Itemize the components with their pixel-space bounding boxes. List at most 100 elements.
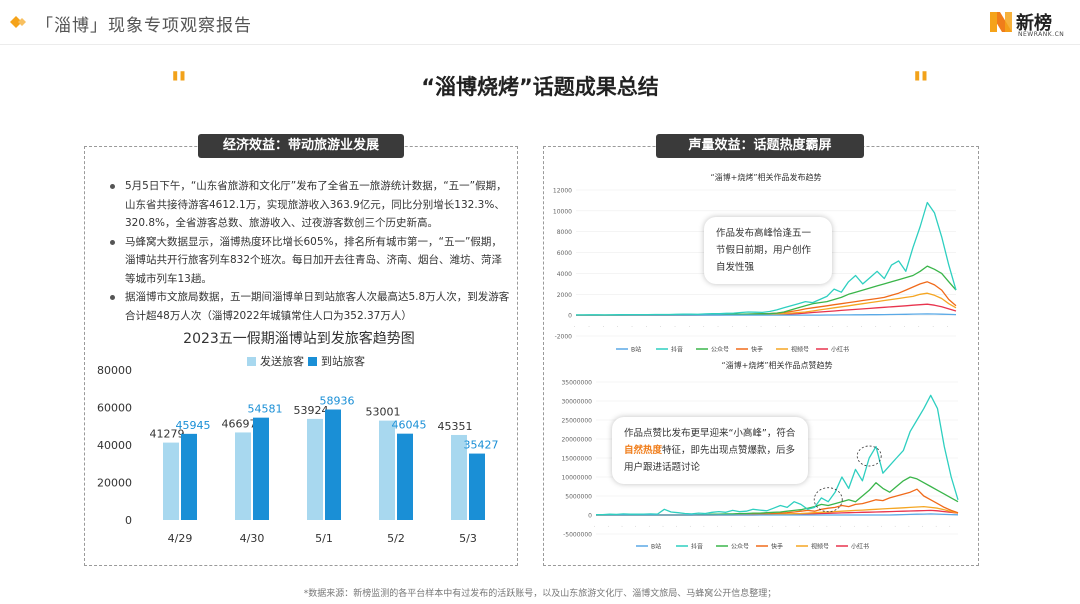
x-tick-mark: · [602, 325, 607, 329]
y-tick-label: 30000000 [561, 399, 592, 406]
bullet-item: 5月5日下午，“山东省旅游和文化厅”发布了全省五一旅游统计数据，“五一”假期，山… [110, 177, 510, 233]
x-tick-mark: · [788, 325, 793, 329]
bar-value-label: 45945 [176, 419, 211, 432]
bar-value-label: 53924 [294, 404, 329, 417]
x-tick-mark: · [853, 525, 858, 529]
bar-value-label: 46697 [222, 417, 257, 430]
x-tick-mark: · [645, 325, 650, 329]
economic-panel-label: 经济效益：带动旅游业发展 [198, 134, 404, 158]
series-line-抖音 [576, 201, 957, 316]
x-tick-mark: · [917, 325, 922, 329]
x-tick-mark: · [831, 325, 836, 329]
x-tick-mark: · [825, 525, 830, 529]
bar [325, 409, 341, 520]
x-tick-mark: · [771, 525, 776, 529]
legend-label: 到站旅客 [321, 355, 365, 368]
legend-swatch [247, 356, 256, 366]
bar [307, 418, 323, 520]
line-chart-title: “淄博+烧烤”相关作品发布趋势 [711, 172, 822, 182]
x-tick-mark: · [757, 525, 762, 529]
x-tick-mark: · [946, 325, 951, 329]
y-tick-label: 20000000 [561, 437, 592, 444]
x-tick-mark: · [630, 325, 635, 329]
y-tick-label: 20000 [97, 477, 132, 490]
x-tick-mark: · [673, 325, 678, 329]
x-tick-label: 5/3 [459, 532, 477, 545]
x-tick-mark: · [907, 525, 912, 529]
quote-mark-right: " [912, 65, 930, 105]
x-tick-mark: · [587, 325, 592, 329]
x-tick-mark: · [903, 325, 908, 329]
bullet-item: 马蜂窝大数据显示，淄博热度环比增长605%，排名所有城市第一，“五一”假期，淄博… [110, 233, 510, 289]
peak-highlight-circle [813, 487, 843, 513]
x-tick-mark: · [759, 325, 764, 329]
y-tick-label: 5000000 [565, 494, 592, 501]
y-tick-label: 60000 [97, 402, 132, 415]
x-tick-mark: · [774, 325, 779, 329]
bar [235, 432, 251, 520]
bar [181, 433, 197, 520]
report-title: 「淄博」现象专项观察报告 [36, 16, 252, 36]
x-tick-mark: · [874, 325, 879, 329]
newrank-logo-icon [990, 12, 1012, 32]
x-tick-mark: · [702, 525, 707, 529]
bar-value-label: 58936 [320, 394, 355, 407]
x-tick-mark: · [661, 525, 666, 529]
x-tick-mark: · [743, 525, 748, 529]
like-callout-highlight: 自然热度 [624, 445, 663, 456]
y-tick-label: -5000000 [563, 532, 592, 539]
legend-label: 抖音 [671, 346, 683, 354]
bar [469, 453, 485, 520]
x-tick-mark: · [798, 525, 803, 529]
legend-swatch [308, 356, 317, 366]
legend-label: 视频号 [811, 543, 829, 551]
x-tick-mark: · [731, 325, 736, 329]
y-tick-label: 0 [588, 513, 592, 520]
x-tick-label: 4/30 [240, 532, 265, 545]
quote-mark-left: " [170, 65, 188, 105]
x-tick-mark: · [845, 325, 850, 329]
legend-label: 发送旅客 [260, 355, 304, 368]
bullet-dot-icon [110, 239, 115, 245]
bullet-item: 据淄博市文旅局数据，五一期间淄博单日到站旅客人次最高达5.8万人次，到发游客合计… [110, 288, 510, 325]
y-tick-label: 15000000 [561, 456, 592, 463]
bar-value-label: 54581 [248, 403, 283, 416]
x-tick-mark: · [620, 525, 625, 529]
series-line-抖音 [596, 394, 959, 516]
bar [379, 420, 395, 520]
bullet-text: 马蜂窝大数据显示，淄博热度环比增长605%，排名所有城市第一，“五一”假期，淄博… [125, 235, 503, 285]
bar-chart-legend: 发送旅客 到站旅客 [0, 353, 600, 369]
like-callout-text-a: 作品点赞比发布更早迎来“小高峰”，符合 [624, 428, 796, 439]
publish-trend-chart: “淄博+烧烤”相关作品发布趋势 -2000 0 2000 4000 6000 8000 100… [553, 172, 957, 354]
y-tick-label: 35000000 [561, 380, 592, 387]
bar-value-label: 41279 [150, 428, 185, 441]
bullet-text: 据淄博市文旅局数据，五一期间淄博单日到站旅客人次最高达5.8万人次，到发游客合计… [125, 291, 510, 322]
newrank-logo: 新榜 NEWRANK.CN [988, 8, 1064, 40]
x-tick-label: 5/2 [387, 532, 405, 545]
bar-value-label: 35427 [464, 439, 499, 452]
y-tick-label: 0 [568, 313, 572, 320]
x-tick-mark: · [675, 525, 680, 529]
x-tick-mark: · [866, 525, 871, 529]
legend-label: B站 [631, 346, 641, 354]
y-tick-label: 12000 [553, 188, 572, 195]
x-tick-mark: · [921, 525, 926, 529]
main-title: “淄博烧烤”话题成果总结 [421, 75, 659, 99]
bar-value-label: 45351 [438, 420, 473, 433]
y-tick-label: 10000000 [561, 475, 592, 482]
y-tick-label: 80000 [97, 364, 132, 377]
y-tick-label: -2000 [555, 334, 573, 341]
footer-source: *数据来源：新榜监测的各平台样本中有过发布的活跃账号，以及山东旅游文化厅、淄博文… [303, 589, 777, 599]
legend-label: 公众号 [731, 544, 749, 551]
y-tick-label: 0 [125, 514, 132, 527]
y-tick-label: 25000000 [561, 418, 592, 425]
x-tick-mark: · [817, 325, 822, 329]
legend-label: 快手 [771, 543, 783, 551]
legend-label: 抖音 [691, 543, 703, 551]
logo-sub-text: NEWRANK.CN [1018, 31, 1065, 38]
legend-label: 快手 [751, 346, 763, 354]
like-callout: 作品点赞比发布更早迎来“小高峰”，符合自然热度特征，即先出现点赞爆款，后多用户跟… [612, 417, 808, 484]
legend-item-depart: 发送旅客 [247, 353, 304, 369]
header-bar: 「淄博」现象专项观察报告 新榜 NEWRANK.CN [0, 0, 1080, 45]
x-tick-mark: · [948, 525, 953, 529]
